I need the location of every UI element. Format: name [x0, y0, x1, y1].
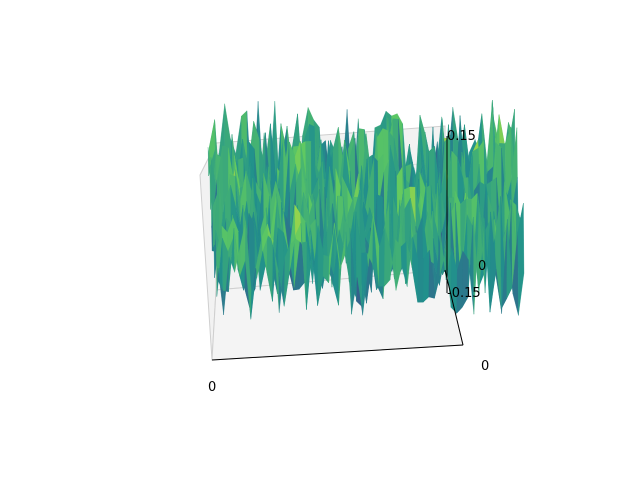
- surface-facet: [517, 203, 525, 316]
- x-axis-line: [211, 344, 464, 361]
- y-axis-line: [444, 269, 464, 346]
- z-tick-label-bottom: -0.15: [447, 286, 481, 301]
- z-tick-label-mid: 0: [478, 259, 486, 274]
- y-tick-label: 0: [481, 359, 489, 374]
- surface-facet: [487, 107, 494, 172]
- x-tick-label: 0: [208, 380, 216, 395]
- surface-mesh: [207, 99, 525, 320]
- surface-facet: [417, 258, 425, 303]
- surface-facet: [498, 114, 506, 145]
- surface-facet: [423, 249, 430, 303]
- z-tick-label-top: 0.15: [447, 129, 476, 144]
